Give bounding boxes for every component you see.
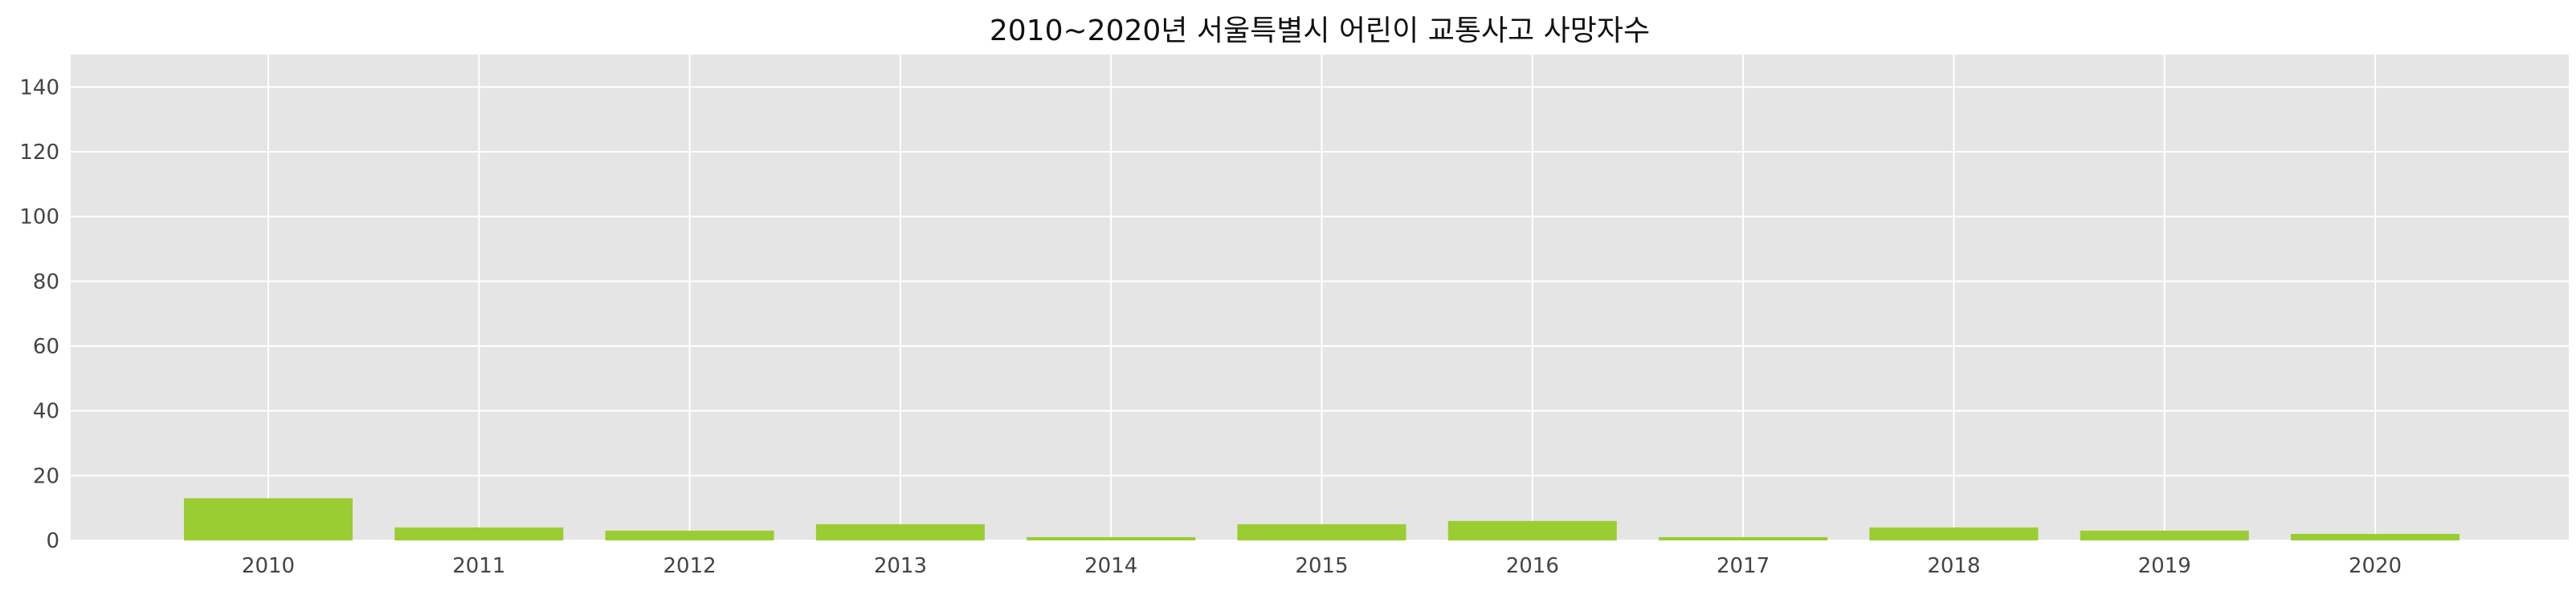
chart-title: 2010~2020년 서울특별시 어린이 교통사고 사망자수 bbox=[990, 14, 1650, 47]
y-tick-label: 40 bbox=[33, 400, 59, 424]
y-tick-label: 80 bbox=[33, 270, 59, 294]
bar-2014 bbox=[1027, 536, 1196, 540]
x-tick-label: 2016 bbox=[1506, 554, 1559, 578]
y-tick-labels: 0 20 40 60 80 100 120 140 bbox=[19, 75, 59, 553]
x-tick-label: 2017 bbox=[1717, 554, 1770, 578]
bar-2017 bbox=[1659, 536, 1828, 540]
bar-2020 bbox=[2291, 533, 2460, 540]
x-tick-label: 2015 bbox=[1295, 554, 1348, 578]
x-tick-label: 2012 bbox=[663, 554, 716, 578]
x-tick-label: 2010 bbox=[242, 554, 295, 578]
bar-2013 bbox=[815, 524, 985, 540]
bar-2015 bbox=[1237, 524, 1406, 540]
x-tick-labels: 2010 2011 2012 2013 2014 2015 2016 2017 2018 2019… bbox=[242, 554, 2402, 578]
x-tick-label: 2013 bbox=[874, 554, 927, 578]
bar-2019 bbox=[2080, 530, 2249, 540]
bar-2012 bbox=[605, 530, 774, 540]
bar-2016 bbox=[1447, 520, 1617, 540]
x-tick-label: 2018 bbox=[1927, 554, 1980, 578]
bar-2010 bbox=[184, 498, 353, 540]
x-tick-label: 2020 bbox=[2349, 554, 2402, 578]
y-tick-label: 20 bbox=[33, 464, 59, 488]
bar-2011 bbox=[394, 527, 564, 540]
grid-lines bbox=[71, 55, 2569, 541]
x-tick-label: 2014 bbox=[1084, 554, 1137, 578]
x-tick-label: 2011 bbox=[452, 554, 505, 578]
y-tick-label: 100 bbox=[19, 206, 59, 230]
y-tick-label: 120 bbox=[19, 141, 59, 165]
y-tick-label: 60 bbox=[33, 335, 59, 359]
plot-background bbox=[71, 55, 2569, 540]
x-tick-label: 2019 bbox=[2138, 554, 2191, 578]
y-tick-label: 0 bbox=[46, 529, 59, 553]
bar-2018 bbox=[1869, 527, 2039, 540]
y-tick-label: 140 bbox=[19, 75, 59, 100]
bars bbox=[184, 498, 2460, 540]
